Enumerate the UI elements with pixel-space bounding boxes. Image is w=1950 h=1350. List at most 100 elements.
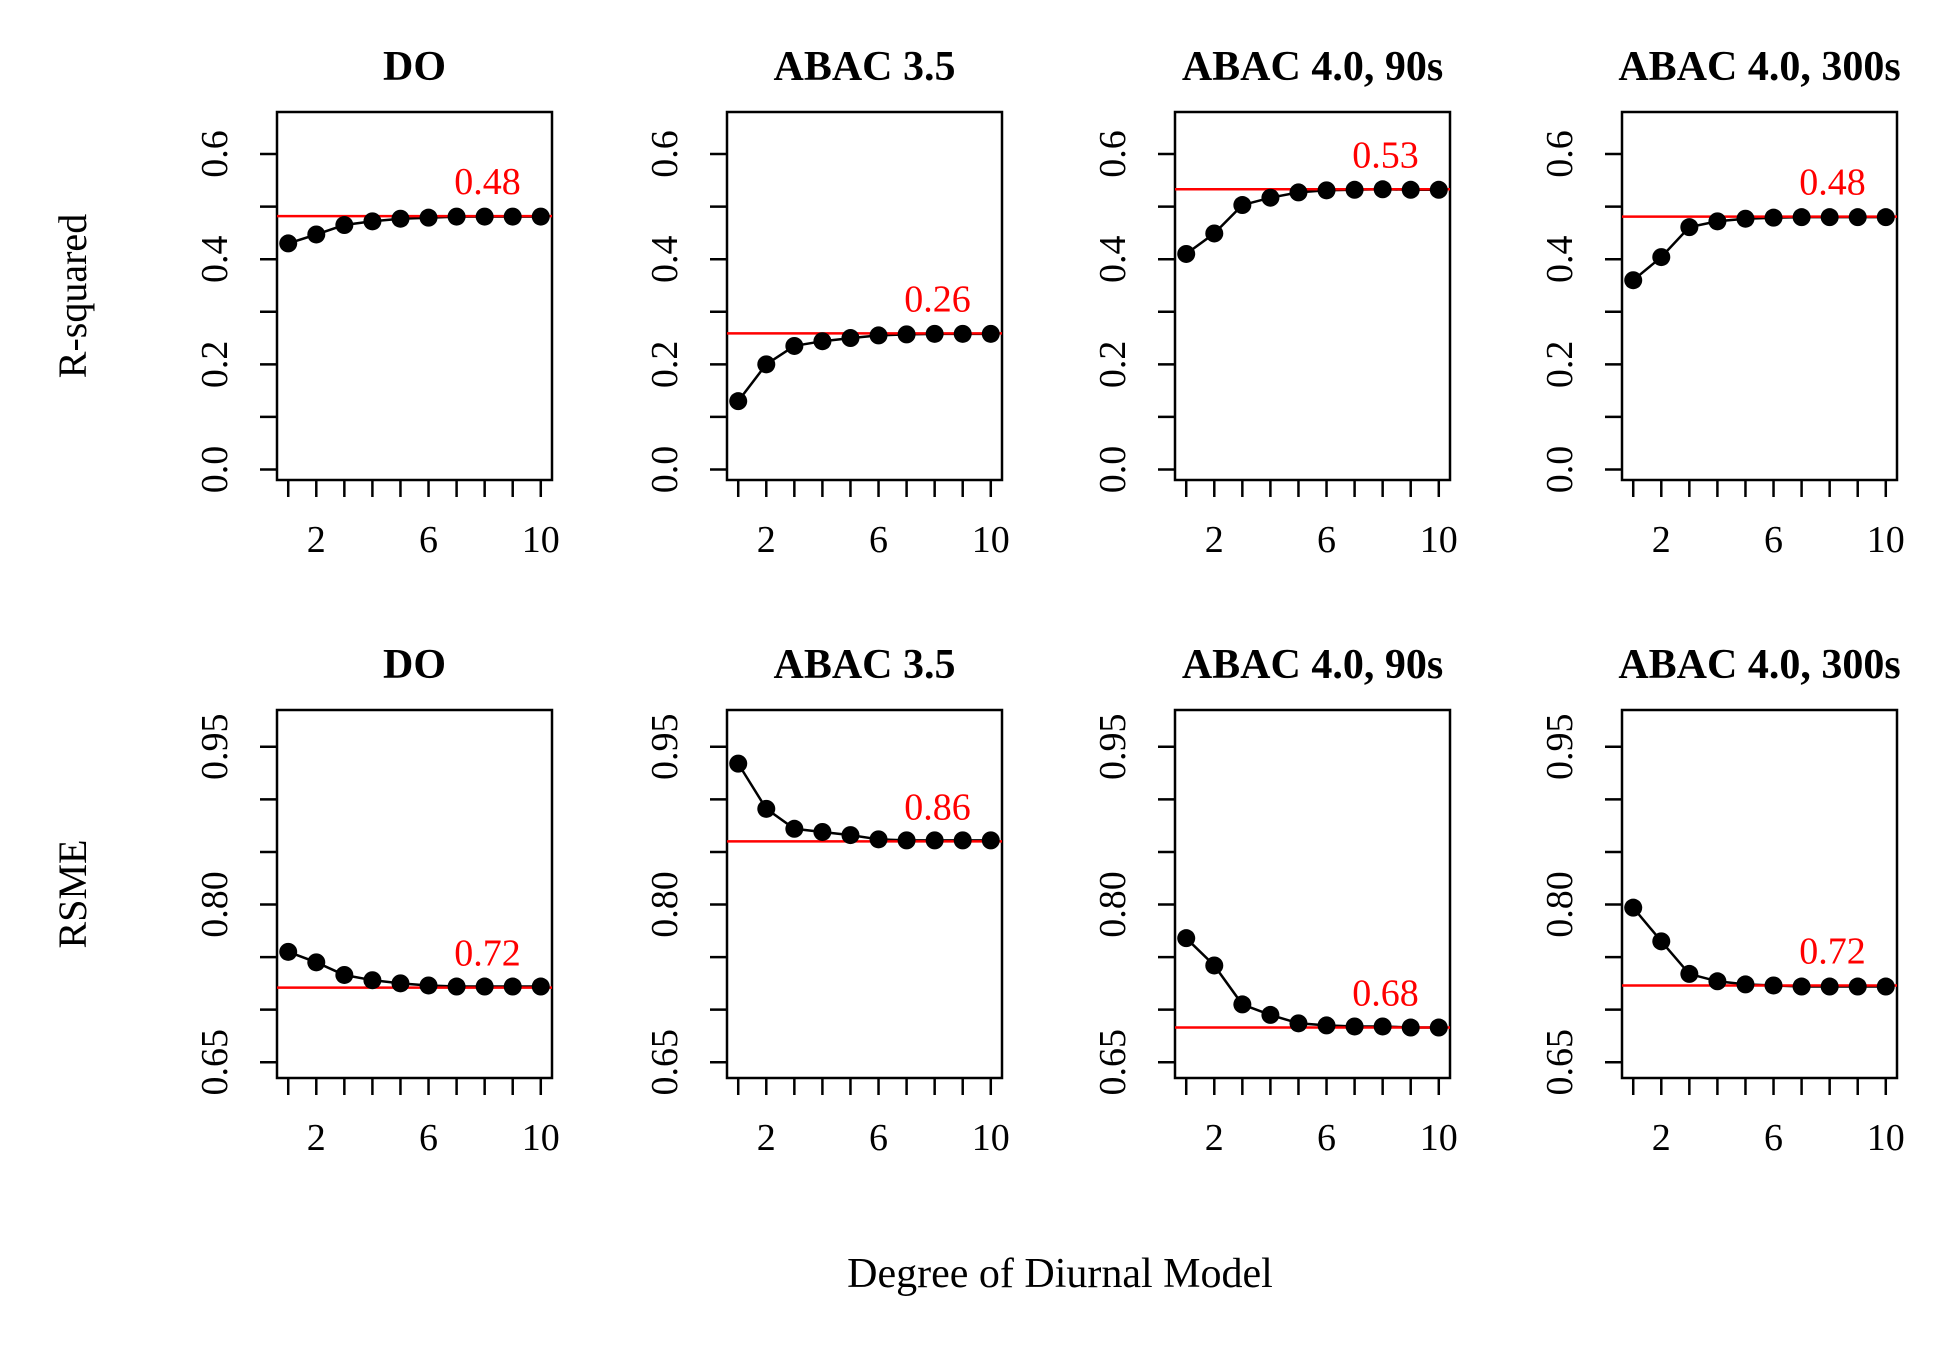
data-point (1205, 224, 1224, 243)
data-point (953, 324, 972, 343)
x-tick-label: 2 (1652, 519, 1671, 561)
plot-frame (275, 110, 554, 482)
data-point (1876, 977, 1895, 996)
data-point (531, 207, 550, 226)
plot-frame (1173, 708, 1452, 1080)
data-point (447, 977, 466, 996)
data-point (813, 822, 832, 841)
data-point (1848, 208, 1867, 227)
data-point (1876, 208, 1895, 227)
plot-frame (725, 110, 1004, 482)
data-point (897, 325, 916, 344)
data-point (729, 392, 748, 411)
x-tick-label: 10 (1420, 519, 1458, 561)
data-point (1233, 995, 1252, 1014)
reference-value-label: 0.72 (1799, 930, 1866, 972)
panel-rsme-4: ABAC 4.0, 300s 2 6 10 0.65 0.80 0.95 0.72 (1539, 642, 1905, 1159)
x-tick-label: 6 (1317, 519, 1336, 561)
y-tick-label: 0.65 (644, 1029, 686, 1096)
data-point (1708, 972, 1727, 991)
reference-value-label: 0.53 (1352, 134, 1419, 176)
x-tick-label: 6 (1764, 519, 1783, 561)
data-point (1373, 1017, 1392, 1036)
data-point (1345, 1017, 1364, 1036)
panel-rsq-2: ABAC 3.5 2 6 10 0.0 0.2 0.4 0.6 0.26 (644, 44, 1010, 561)
x-tick-label: 6 (869, 1117, 888, 1159)
data-point (531, 977, 550, 996)
data-point (869, 830, 888, 849)
y-tick-label: 0.0 (194, 446, 236, 494)
x-tick-label: 2 (307, 519, 326, 561)
y-tick-label: 0.80 (1539, 871, 1581, 938)
panel-rsme-3: ABAC 4.0, 90s 2 6 10 0.65 0.80 0.95 0.68 (1092, 642, 1458, 1159)
x-tick-label: 2 (1205, 519, 1224, 561)
data-point (1820, 977, 1839, 996)
data-point (1848, 977, 1867, 996)
data-point (363, 971, 382, 990)
data-point (981, 324, 1000, 343)
data-point (925, 324, 944, 343)
data-point (475, 207, 494, 226)
y-tick-label: 0.2 (194, 341, 236, 389)
y-tick-label: 0.6 (1539, 130, 1581, 178)
row-label: RSME (50, 840, 95, 949)
y-tick-label: 0.4 (1092, 235, 1134, 283)
panel-rsq-4: ABAC 4.0, 300s 2 6 10 0.0 0.2 0.4 0.6 0.48 (1539, 44, 1905, 561)
data-point (1820, 208, 1839, 227)
x-tick-label: 6 (1764, 1117, 1783, 1159)
plot-frame (275, 708, 554, 1080)
reference-value-label: 0.48 (1799, 162, 1866, 204)
data-point (503, 207, 522, 226)
data-point (1317, 181, 1336, 200)
data-point (869, 326, 888, 345)
x-tick-label: 2 (1205, 1117, 1224, 1159)
plot-frame (725, 708, 1004, 1080)
data-point (1652, 248, 1671, 267)
panel-title: ABAC 4.0, 300s (1618, 642, 1900, 688)
data-point (419, 976, 438, 995)
x-tick-label: 10 (1867, 1117, 1905, 1159)
x-tick-label: 2 (757, 1117, 776, 1159)
plot-frame (1173, 110, 1452, 482)
reference-value-label: 0.48 (454, 161, 521, 203)
plot-frame (1620, 708, 1899, 1080)
data-point (1624, 271, 1643, 290)
series-line (737, 332, 991, 402)
y-tick-label: 0.6 (644, 130, 686, 178)
data-point (1680, 218, 1699, 237)
data-point (1289, 1014, 1308, 1033)
data-point (1401, 180, 1420, 199)
y-tick-label: 0.0 (1092, 446, 1134, 494)
y-tick-label: 0.2 (1092, 341, 1134, 389)
reference-value-label: 0.26 (904, 278, 971, 320)
panel-title: DO (383, 44, 446, 90)
panel-title: ABAC 4.0, 300s (1618, 44, 1900, 90)
x-tick-label: 10 (1867, 519, 1905, 561)
data-point (391, 974, 410, 993)
data-point (1429, 1018, 1448, 1037)
data-point (475, 977, 494, 996)
y-tick-label: 0.95 (644, 714, 686, 781)
data-point (757, 799, 776, 818)
x-tick-label: 6 (419, 519, 438, 561)
x-tick-label: 2 (307, 1117, 326, 1159)
y-tick-label: 0.65 (194, 1029, 236, 1096)
data-point (1708, 212, 1727, 231)
panel-rsme-1: DO 2 6 10 0.65 0.80 0.95 0.72 (194, 642, 560, 1159)
data-point (1652, 932, 1671, 951)
data-point (503, 977, 522, 996)
data-point (1261, 1005, 1280, 1024)
x-tick-label: 6 (1317, 1117, 1336, 1159)
panel-title: ABAC 4.0, 90s (1182, 44, 1443, 90)
y-tick-label: 0.6 (194, 130, 236, 178)
reference-value-label: 0.72 (454, 933, 521, 975)
y-tick-label: 0.4 (644, 235, 686, 283)
panel-title: ABAC 4.0, 90s (1182, 642, 1443, 688)
data-point (1429, 180, 1448, 199)
data-point (953, 831, 972, 850)
y-tick-label: 0.2 (644, 341, 686, 389)
data-point (1177, 929, 1196, 948)
data-point (813, 332, 832, 351)
data-point (1345, 180, 1364, 199)
y-tick-label: 0.80 (194, 871, 236, 938)
